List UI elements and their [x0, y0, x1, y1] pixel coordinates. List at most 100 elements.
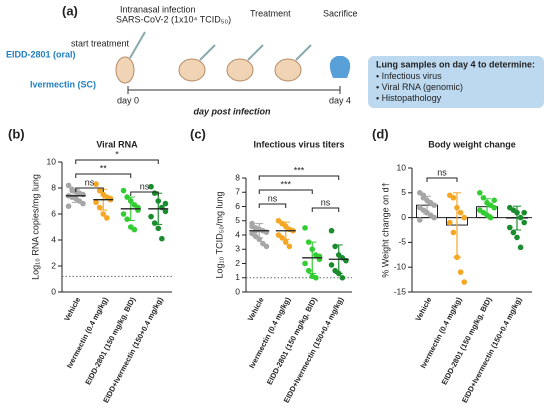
syringe	[247, 44, 264, 61]
data-point	[155, 225, 162, 232]
syringe	[199, 44, 216, 61]
y-tick-label: 5	[401, 187, 406, 197]
mouse	[226, 58, 254, 82]
data-point	[69, 187, 75, 194]
data-point	[120, 187, 127, 194]
y-tick-label: 1	[235, 272, 240, 282]
data-point	[507, 224, 513, 231]
comparison-bracket	[75, 173, 132, 178]
comparison-label: ns	[268, 193, 278, 203]
day0-label: day 0	[117, 95, 139, 105]
data-point	[151, 220, 158, 226]
comparison-label: ***	[280, 179, 291, 189]
data-point	[100, 211, 107, 217]
y-axis-label: Log₁₀ RNA copies/mg lung	[30, 174, 40, 280]
y-tick-label: 0	[235, 286, 240, 296]
x-tick-label: Vehicle	[246, 296, 266, 323]
data-point	[124, 216, 130, 222]
comparison-label: ns	[437, 167, 447, 177]
data-point	[431, 202, 438, 208]
data-point	[417, 217, 423, 223]
data-point	[249, 223, 255, 230]
y-axis-label: Log₁₀ TCID₅₀/mg lung	[214, 191, 224, 278]
panel-label: (d)	[372, 126, 389, 141]
data-point	[148, 213, 154, 220]
infection-label: Intranasal infection	[120, 4, 196, 14]
data-point	[302, 260, 308, 267]
data-point	[480, 194, 487, 201]
y-tick-label: -15	[394, 286, 407, 296]
data-point	[302, 225, 308, 231]
data-point	[148, 183, 154, 190]
arm2-label: Ivermectin (SC)	[30, 79, 96, 89]
treatment-label: Treatment	[250, 8, 291, 18]
data-point	[313, 274, 319, 281]
data-point	[305, 267, 312, 274]
box-item-text: Histopathology	[382, 93, 442, 103]
data-point	[131, 226, 138, 233]
box-item-text: Viral RNA (genomic)	[382, 82, 463, 92]
chart-title: Infectious virus titers	[253, 139, 344, 149]
data-point	[80, 191, 86, 198]
data-point	[65, 203, 72, 209]
comparison-bracket	[130, 191, 159, 196]
lungs	[329, 56, 351, 78]
x-tick-label: Vehicle	[413, 296, 433, 323]
data-point	[328, 227, 335, 234]
chart-title: Body weight change	[428, 139, 516, 149]
comparison-bracket	[258, 189, 313, 194]
y-tick-label: 3	[235, 244, 240, 254]
y-tick-label: 0	[51, 286, 56, 296]
comparison-label: **	[100, 163, 108, 173]
chart-title: Viral RNA	[96, 139, 138, 149]
data-point	[510, 229, 517, 236]
data-point	[514, 234, 520, 241]
data-point	[96, 204, 103, 211]
mouse	[274, 58, 302, 82]
panel-label: (a)	[62, 3, 78, 18]
y-tick-label: 2	[51, 260, 56, 270]
data-point	[521, 219, 527, 226]
comparison-bracket	[258, 175, 340, 180]
y-tick-label: 7	[235, 187, 240, 197]
y-tick-label: 5	[235, 215, 240, 225]
data-point	[521, 209, 527, 216]
syringe	[295, 44, 312, 61]
data-point	[159, 235, 165, 242]
data-point	[450, 194, 457, 201]
y-tick-label: 4	[235, 229, 240, 239]
data-point	[80, 200, 86, 207]
comparison-label: *	[115, 149, 119, 159]
y-axis-label: % Weight change on d†	[380, 182, 390, 277]
data-point	[477, 190, 483, 196]
data-point	[332, 243, 338, 250]
box-item: • Histopathology	[376, 93, 442, 103]
data-point	[107, 195, 114, 202]
box-item: • Viral RNA (genomic)	[376, 82, 463, 92]
data-point	[104, 215, 110, 221]
data-point	[65, 182, 72, 189]
comparison-label: ns	[140, 181, 150, 191]
schematic: (a) Intranasal infection SARS-CoV-2 (1x1…	[6, 3, 544, 116]
data-point	[450, 229, 457, 236]
day4-label: day 4	[329, 95, 351, 105]
comparison-bracket	[75, 159, 159, 164]
mouse	[178, 58, 206, 82]
comparison-bracket	[258, 203, 287, 208]
data-point	[491, 197, 498, 204]
y-tick-label: -10	[394, 261, 407, 271]
x-tick-label: Vehicle	[62, 296, 82, 323]
data-point	[120, 211, 127, 217]
data-point	[93, 199, 99, 206]
syringe	[129, 31, 146, 59]
data-point	[282, 239, 289, 245]
data-point	[517, 244, 524, 251]
data-point	[457, 269, 464, 275]
data-point	[420, 192, 427, 199]
panel-label: (c)	[190, 126, 206, 141]
data-point	[263, 243, 270, 250]
y-tick-label: 0	[401, 212, 406, 222]
box-item: • Infectious virus	[376, 71, 442, 81]
data-point	[162, 208, 169, 215]
